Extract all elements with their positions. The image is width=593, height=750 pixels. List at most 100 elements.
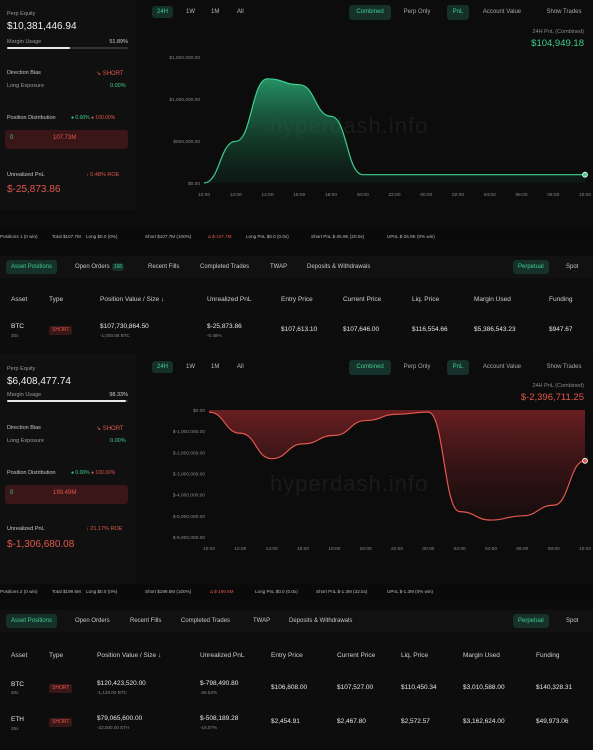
long-exposure-label: Long Exposure [7,83,44,89]
row-size: -1,120.00 BTC [97,690,127,695]
timeframe-24h[interactable]: 24H [152,361,174,373]
x-tick-label: 22:00 [388,192,400,198]
x-tick-label: 00:00 [420,192,432,198]
timeframe-1m[interactable]: 1M [211,364,220,370]
tab-open-orders[interactable]: Open Orders [75,618,110,624]
summary-total: Total $199.5M [52,589,81,594]
perp-equity-value: $10,381,446.94 [7,21,77,32]
tab-deposits-withdrawals[interactable]: Deposits & Withdrawals [307,264,371,270]
tab-completed-trades[interactable]: Completed Trades [181,618,231,624]
tab-recent-fills[interactable]: Recent Fills [148,264,180,270]
col-current-price: Current Price [337,652,376,659]
perp-only-toggle[interactable]: Perp Only [403,364,431,370]
tab-recent-fills[interactable]: Recent Fills [130,618,162,624]
spot-toggle[interactable]: Spot [566,264,579,270]
watermark: hyperdash.info [270,471,429,496]
pnl-area-chart: $1,500,000.00 $1,000,000.00 $500,000.00 $0.… [169,55,591,198]
col-funding: Funding [536,652,560,659]
tab-asset-positions[interactable]: Asset Positions [6,260,58,274]
perp-equity-label: Perp Equity [7,11,36,17]
row-roe: -26.52% [200,690,218,695]
margin-usage-fill [7,47,70,49]
timeframe-all[interactable]: All [237,364,244,370]
pnl-series-line [208,411,586,521]
row-asset: BTC [11,681,24,688]
timeframe-1w[interactable]: 1W [186,364,195,370]
row-position-value: $120,423,520.00 [97,680,146,687]
row-liq-price: $116,554.66 [412,326,448,333]
positions-table: Asset Type Position Value / Size ↓ Unrea… [0,632,593,750]
x-tick-label: 18:00 [325,192,337,198]
pnl-area-chart: $0.00 $-1,000,000.00 $-2,000,000.00 $-3,000… [173,408,592,552]
timeframe-1w[interactable]: 1W [186,9,195,15]
tab-deposits-withdrawals[interactable]: Deposits & Withdrawals [289,618,353,624]
short-dot-icon: ● [91,115,96,121]
pnl-current-point[interactable] [582,457,588,464]
y-tick-label: $0.00 [188,181,200,187]
perpetual-toggle[interactable]: Perpetual [513,260,549,274]
long-exposure-label: Long Exposure [7,438,44,444]
show-trades-toggle[interactable]: Show Trades [546,9,582,15]
row-funding: $947.67 [549,326,573,333]
row-margin-used: $3,162,624.00 [463,718,505,725]
summary-total: Total $107.7M [52,234,81,239]
combined-toggle[interactable]: Combined [349,360,391,375]
long-dot-icon: ● [71,115,76,121]
unrealized-pnl-value: $-25,873.86 [7,184,61,195]
y-tick-label: $-5,000,000.00 [173,514,206,520]
row-entry-price: $107,613.10 [281,326,318,333]
combined-toggle[interactable]: Combined [349,5,391,20]
arrow-down-icon: ↓ [86,172,91,178]
col-unrealized-pnl: Unrealized PnL [207,296,252,303]
col-unrealized-pnl: Unrealized PnL [200,652,245,659]
row-asset: BTC [11,323,24,330]
unrealized-pnl-label: Unrealized PnL [7,526,45,532]
perp-only-toggle[interactable]: Perp Only [403,9,431,15]
position-distribution-amount: 107.73M [53,135,77,141]
perp-equity-value: $6,408,477.74 [7,376,71,387]
margin-usage-value: 98.33% [109,392,128,398]
pnl-current-point[interactable] [582,171,588,178]
panel-2: Perp Equity $6,408,477.74 Margin Usage 9… [0,354,593,584]
y-tick-label: $0.00 [193,408,205,414]
timeframe-all[interactable]: All [237,9,244,15]
panel-1: Perp Equity $10,381,446.94 Margin Usage … [0,0,593,234]
arrow-down-icon: ↓ [86,526,91,532]
direction-bias-value: ↘ SHORT [96,71,124,77]
row-unrealized-pnl: $-25,873.86 [207,323,242,330]
show-trades-toggle[interactable]: Show Trades [546,364,582,370]
y-tick-label: $1,500,000.00 [169,55,200,61]
account-value-toggle[interactable]: Account Value [482,364,522,370]
margin-usage-fill [7,400,126,402]
x-tick-label: 22:00 [391,546,403,552]
x-tick-label: 20:00 [360,546,372,552]
col-position-value[interactable]: Position Value / Size ↓ [97,652,162,659]
long-exposure-value: 0.00% [110,438,126,444]
tab-twap[interactable]: TWAP [253,618,271,624]
row-position-value: $107,730,864.50 [100,323,149,330]
tab-twap[interactable]: TWAP [270,264,288,270]
col-asset: Asset [11,652,28,659]
perp-equity-label: Perp Equity [7,366,36,372]
perpetual-toggle[interactable]: Perpetual [513,614,549,628]
position-distribution-amount: 199.49M [53,490,77,496]
x-tick-label: 04:00 [485,546,497,552]
tab-completed-trades[interactable]: Completed Trades [200,264,250,270]
pnl-toggle[interactable]: PnL [447,5,469,20]
timeframe-1m[interactable]: 1M [211,9,220,15]
y-tick-label: $-4,000,000.00 [173,493,206,499]
long-dot-icon: ● [71,470,76,476]
y-tick-label: $-2,000,000.00 [173,450,206,456]
tab-asset-positions[interactable]: Asset Positions [6,614,58,628]
pnl-toggle[interactable]: PnL [447,360,469,375]
account-value-toggle[interactable]: Account Value [482,9,522,15]
col-position-value[interactable]: Position Value / Size ↓ [100,296,165,303]
timeframe-24h[interactable]: 24H [152,6,174,18]
row-entry-price: $2,454.91 [271,718,300,725]
tab-open-orders[interactable]: Open Orders 198 [75,263,125,271]
spot-toggle[interactable]: Spot [566,618,579,624]
positions-summary-bar: Positions 2 (0 win) Total $199.5M Long $… [0,585,593,599]
pnl-readout-label: 24H PnL (Combined) [532,383,584,389]
x-tick-label: 08:00 [547,192,559,198]
x-tick-label: 10:00 [203,546,215,552]
